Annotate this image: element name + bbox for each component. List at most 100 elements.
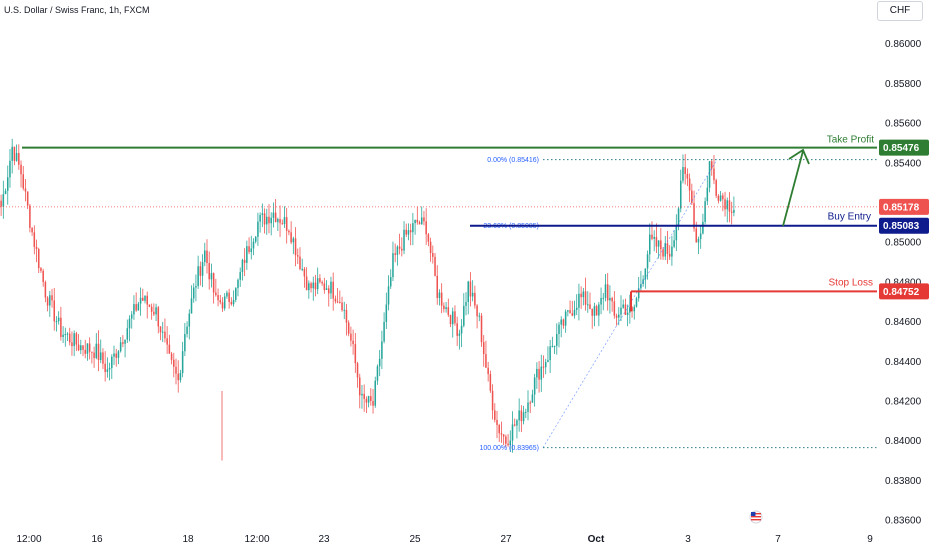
candle [458,333,461,336]
price-axis[interactable]: 0.860000.858000.856000.854000.852000.850… [885,39,922,526]
us-flag-icon[interactable] [749,510,763,524]
candle [418,222,421,225]
candle [53,300,56,322]
candle [241,259,244,273]
candle [425,221,427,235]
candle [188,313,191,327]
candle [263,213,266,225]
candle [46,297,49,306]
stop-loss-level[interactable]: Stop Loss [630,277,877,312]
candle [717,195,720,201]
candle [252,241,255,249]
candle [332,281,334,299]
price-tick-label: 0.83600 [885,516,922,527]
candle [290,232,292,243]
buy-entry-level[interactable]: Buy Entry [470,212,877,227]
candle [666,243,669,254]
candle [239,272,241,280]
candle [655,236,658,247]
fib-retracement: 0.00% (0.85416) 23.60% (0.85085) 100.00%… [479,157,877,452]
time-tick-label: 23 [318,534,330,545]
candle [673,240,675,247]
candle [615,315,618,318]
candle [385,304,388,322]
time-tick-label: 18 [182,534,194,545]
candle [283,217,286,224]
candle [693,203,695,229]
candle [153,311,155,315]
candle [358,377,361,396]
buy-entry-price: 0.85083 [883,221,920,232]
candle [578,293,580,308]
candle [626,312,629,315]
take-profit-level[interactable]: Take Profit [22,135,877,149]
candle [343,309,346,311]
time-tick-label: 25 [409,534,421,545]
candle [232,299,235,305]
candle [66,333,69,335]
candle [660,240,662,250]
candle [37,249,40,269]
candle [259,214,261,222]
candle [631,307,633,312]
candle [367,396,370,403]
candle [18,153,20,165]
candle [383,321,385,342]
candle [513,424,516,426]
price-tick-label: 0.85800 [885,79,922,90]
candle [296,255,299,257]
candle [257,221,259,237]
candle [447,307,450,315]
candle [177,373,179,381]
candle [292,238,295,243]
candle [128,318,131,329]
candle [611,297,613,302]
candle [664,243,667,257]
candle [210,273,213,280]
candle [40,268,42,271]
candle [212,273,215,293]
candle [250,248,253,253]
time-axis[interactable]: 12:00 16 18 12:00 23 25 27 Oct 3 7 9 [16,534,873,545]
candle [314,282,317,290]
candle [595,306,598,316]
candle [279,218,281,224]
candle [365,398,368,403]
candle [710,161,713,169]
candle [567,310,569,312]
candle [350,333,352,341]
candle [558,324,560,334]
candle [507,443,509,446]
candle [449,314,452,325]
candle [204,250,206,263]
candle [75,333,78,345]
candle [593,306,596,316]
candle [633,306,636,312]
candle [460,325,463,334]
candle [591,308,593,316]
candle [624,304,627,315]
candle [184,334,186,352]
currency-selector[interactable]: CHF [877,1,923,21]
candle [474,292,476,306]
projection-arrow-icon [782,148,810,227]
current-price-badge: 0.85178 [879,198,929,215]
candle [584,291,587,305]
candle [148,304,151,307]
candle [440,292,443,306]
candle [589,304,591,309]
stop-loss-label: Stop Loss [829,277,873,288]
candle [215,292,217,296]
candle [106,369,109,372]
candle [728,200,731,212]
candle [438,292,441,298]
candle [733,209,735,213]
candle [195,286,197,288]
take-profit-label: Take Profit [827,135,874,146]
candle [64,334,67,336]
candle [560,319,562,325]
candle [527,402,529,412]
candle [33,232,36,247]
candle [604,284,607,298]
